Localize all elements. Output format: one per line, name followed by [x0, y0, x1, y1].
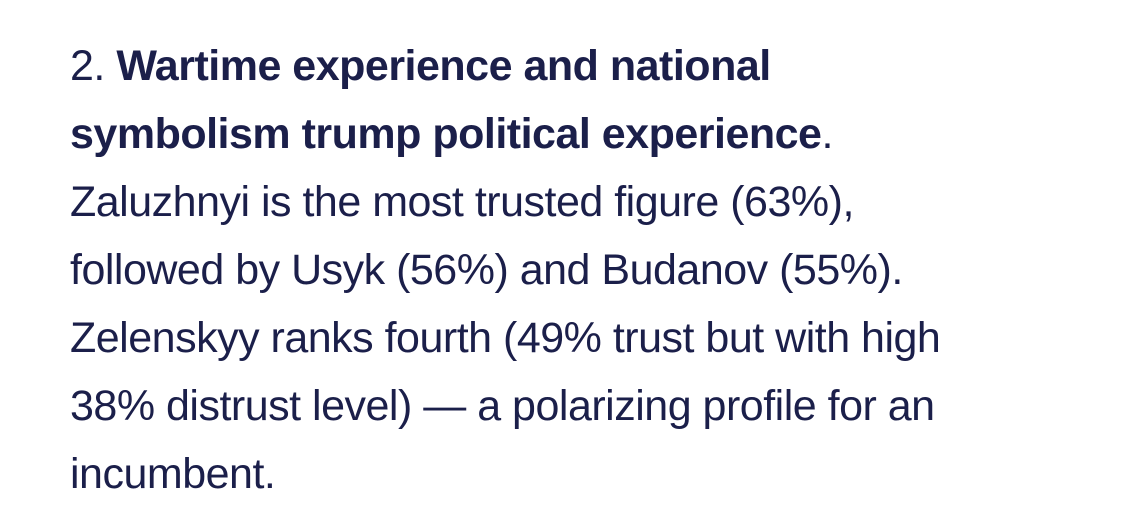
heading-line-2: symbolism trump political experience. — [70, 100, 1090, 168]
body-line-2: followed by Usyk (56%) and Budanov (55%)… — [70, 246, 903, 294]
document-page: 2. Wartime experience and national symbo… — [70, 32, 1090, 508]
list-number: 2. — [70, 42, 117, 90]
body-line-1: Zaluzhnyi is the most trusted figure (63… — [70, 178, 854, 226]
body-line-4: 38% distrust level) — a polarizing profi… — [70, 382, 935, 430]
body-line-5: incumbent. — [70, 450, 276, 498]
bold-heading-part-2: symbolism trump political experience — [70, 110, 822, 158]
heading-period: . — [821, 110, 833, 158]
heading-line-1: 2. Wartime experience and national — [70, 32, 1090, 100]
numbered-paragraph: 2. Wartime experience and national symbo… — [70, 32, 1090, 508]
bold-heading-part-1: Wartime experience and national — [116, 42, 771, 90]
body-line-3: Zelenskyy ranks fourth (49% trust but wi… — [70, 314, 941, 362]
